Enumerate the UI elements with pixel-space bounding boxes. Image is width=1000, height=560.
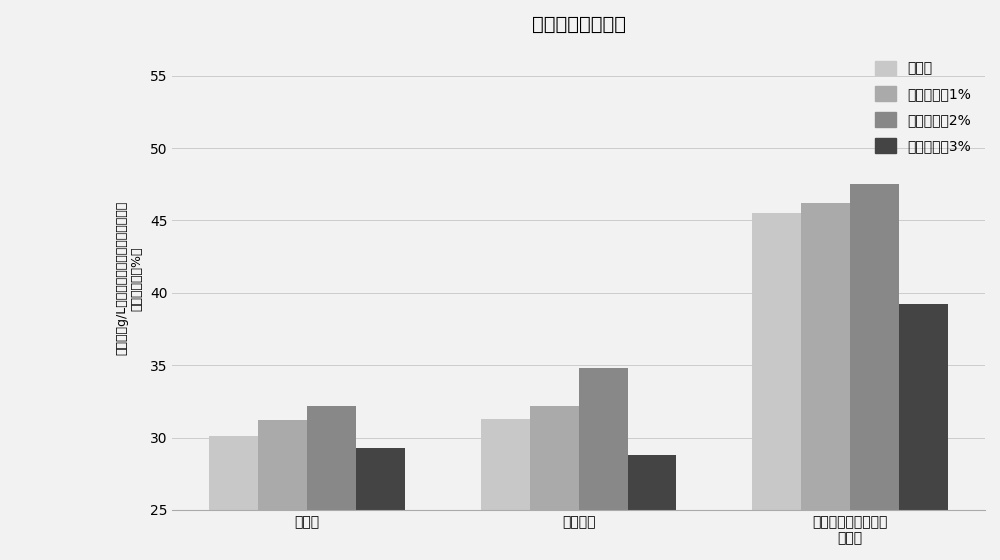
Bar (579, 368, 628, 560)
Bar (258, 420, 307, 560)
Y-axis label: 生物量（g/L）、油脂含量及花生四烯酸在油
脂中的含量（%）: 生物量（g/L）、油脂含量及花生四烯酸在油 脂中的含量（%） (115, 201, 143, 356)
Bar (307, 405, 356, 560)
Bar (628, 455, 676, 560)
Bar (530, 405, 579, 560)
Bar (209, 436, 258, 560)
Bar (752, 213, 801, 560)
Bar (356, 447, 405, 560)
Legend: 未添加, 油酸添加量1%, 油酸添加量2%, 油酸添加量3%: 未添加, 油酸添加量1%, 油酸添加量2%, 油酸添加量3% (868, 54, 978, 160)
Bar (850, 184, 899, 560)
Title: 发酵起始添加油酸: 发酵起始添加油酸 (532, 15, 626, 34)
Bar (801, 203, 850, 560)
Bar (899, 305, 948, 560)
Bar (481, 419, 530, 560)
